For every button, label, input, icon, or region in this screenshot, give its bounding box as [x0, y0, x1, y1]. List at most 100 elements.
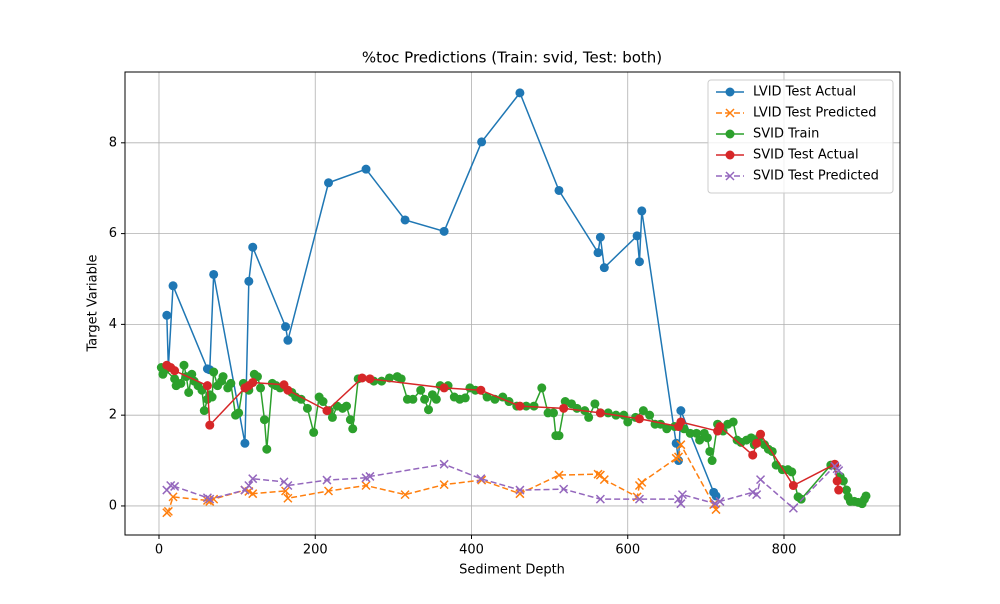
marker	[677, 490, 687, 500]
marker	[559, 403, 569, 413]
legend-label: SVID Test Actual	[753, 148, 859, 163]
marker	[676, 499, 686, 509]
marker	[623, 417, 633, 427]
x-tick-label: 400	[459, 543, 484, 558]
marker	[408, 394, 418, 404]
marker	[309, 427, 319, 437]
marker	[841, 485, 851, 495]
marker	[554, 431, 564, 441]
marker	[365, 471, 375, 481]
marker	[756, 429, 766, 439]
y-tick-label: 8	[109, 135, 117, 150]
legend-marker	[725, 129, 735, 139]
marker	[796, 494, 806, 504]
marker	[324, 178, 334, 188]
marker	[752, 490, 762, 500]
marker	[676, 440, 686, 450]
marker	[705, 446, 715, 456]
marker	[476, 474, 486, 484]
marker	[296, 394, 306, 404]
marker	[361, 480, 371, 491]
marker	[170, 374, 180, 384]
marker	[283, 493, 293, 503]
x-tick-label: 0	[155, 543, 163, 558]
marker	[748, 450, 758, 460]
marker	[710, 499, 720, 509]
marker	[205, 494, 215, 504]
marker	[327, 412, 337, 422]
legend-label: LVID Test Actual	[753, 85, 856, 100]
marker	[345, 415, 355, 425]
marker	[691, 428, 701, 438]
marker	[787, 467, 797, 477]
marker	[244, 480, 254, 491]
marker	[218, 372, 228, 382]
marker	[248, 242, 258, 252]
marker	[244, 276, 254, 286]
marker	[416, 385, 426, 395]
marker	[240, 438, 250, 448]
marker	[400, 215, 410, 225]
chart-title: %toc Predictions (Train: svid, Test: bot…	[362, 49, 662, 67]
marker	[357, 373, 367, 383]
marker	[431, 394, 441, 404]
marker	[226, 378, 236, 388]
legend: LVID Test Actual LVID Test Predicted SVID …	[707, 79, 894, 194]
marker	[365, 374, 375, 384]
marker	[838, 476, 848, 486]
marker	[662, 424, 672, 434]
marker	[170, 481, 180, 491]
marker	[476, 385, 486, 395]
marker	[599, 263, 609, 273]
legend-marker	[725, 171, 735, 181]
marker	[248, 474, 258, 484]
marker	[711, 491, 721, 501]
marker	[209, 367, 219, 377]
legend-label: SVID Train	[753, 127, 819, 142]
marker	[262, 444, 272, 454]
marker	[715, 496, 725, 506]
marker	[515, 485, 525, 495]
marker	[477, 137, 487, 147]
marker	[176, 378, 186, 388]
marker	[396, 374, 406, 384]
marker	[673, 452, 684, 462]
marker	[634, 414, 644, 424]
marker	[482, 392, 492, 402]
marker	[834, 466, 844, 476]
marker	[184, 387, 194, 397]
marker	[170, 366, 180, 376]
marker	[322, 475, 332, 485]
marker	[676, 406, 686, 416]
marker	[595, 232, 605, 242]
marker	[209, 269, 219, 279]
marker	[632, 231, 642, 241]
marker	[348, 424, 358, 434]
marker	[590, 399, 600, 409]
marker	[746, 433, 756, 443]
marker	[318, 397, 328, 407]
marker	[283, 480, 293, 491]
marker	[439, 226, 449, 236]
marker	[400, 490, 410, 500]
marker	[634, 257, 644, 267]
marker	[554, 185, 564, 195]
marker	[302, 403, 312, 413]
marker	[199, 406, 209, 416]
marker	[832, 476, 842, 486]
legend-label: SVID Test Predicted	[753, 169, 879, 184]
marker	[637, 477, 647, 487]
marker	[861, 491, 871, 501]
marker	[584, 412, 594, 422]
marker	[205, 420, 215, 430]
marker	[384, 373, 394, 383]
marker	[638, 406, 648, 416]
marker	[234, 408, 244, 418]
legend-marker	[725, 150, 735, 160]
marker	[515, 88, 525, 98]
marker	[572, 403, 582, 413]
x-axis-label: Sediment Depth	[459, 563, 565, 578]
marker	[702, 433, 712, 443]
marker	[420, 394, 430, 404]
